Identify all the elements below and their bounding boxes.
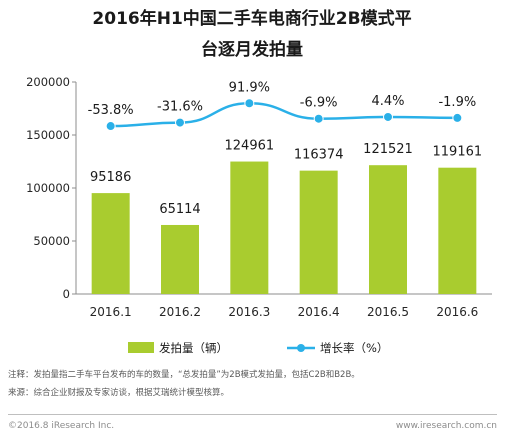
- growth-rate-line: [110, 102, 458, 128]
- growth-rate-point: [452, 112, 463, 123]
- growth-rate-label: -53.8%: [88, 103, 134, 118]
- growth-rate-label: 91.9%: [229, 80, 270, 95]
- bar-value-label: 95186: [90, 170, 131, 185]
- bar-2016.4: [299, 170, 338, 294]
- bar-2016.2: [161, 224, 199, 294]
- x-tick-label: 2016.6: [436, 305, 478, 319]
- chart-title-line-2: 台逐月发拍量: [201, 39, 303, 60]
- bar-2016.1: [91, 193, 130, 294]
- x-tick-label: 2016.5: [367, 305, 409, 319]
- footer-divider: [8, 414, 497, 415]
- x-tick-label: 2016.2: [159, 305, 201, 319]
- x-tick-label: 2016.4: [298, 305, 340, 319]
- website-text: www.iresearch.com.cn: [395, 421, 497, 431]
- y-tick-label: 200000: [26, 75, 70, 89]
- y-tick-label: 100000: [26, 181, 70, 195]
- x-tick-label: 2016.3: [228, 305, 270, 319]
- growth-rate-point: [175, 117, 185, 128]
- chart-title-line-1: 2016年H1中国二手车电商行业2B模式平: [92, 8, 411, 29]
- bar-2016.5: [369, 165, 407, 294]
- note-line-2: 来源：综合企业财报及专家访谈，根据艾瑞统计模型核算。: [8, 388, 230, 398]
- bar-2016.3: [230, 161, 269, 294]
- y-tick-label: 0: [63, 287, 70, 301]
- copyright-text: ©2016.8 iResearch Inc.: [8, 421, 115, 431]
- bar-value-label: 121521: [363, 142, 413, 157]
- y-tick-label: 50000: [33, 234, 70, 248]
- bar-value-label: 65114: [159, 202, 200, 217]
- legend-line-label: 增长率（%）: [320, 341, 388, 355]
- growth-rate-label: -1.9%: [438, 95, 476, 110]
- bar-2016.6: [438, 167, 477, 294]
- x-tick-label: 2016.1: [90, 305, 132, 319]
- y-tick-label: 150000: [26, 128, 70, 142]
- legend-line-marker: [297, 344, 305, 352]
- growth-rate-label: -6.9%: [300, 96, 338, 111]
- growth-rate-point: [105, 121, 116, 132]
- bar-value-label: 119161: [433, 145, 483, 160]
- growth-rate-point: [244, 98, 255, 109]
- note-line-1: 注释：发拍量指二手车平台发布的车的数量，“总发拍量”为2B模式发拍量，包括C2B…: [8, 370, 360, 380]
- growth-rate-point: [383, 111, 393, 122]
- growth-rate-label: -31.6%: [157, 100, 203, 115]
- legend-bar-swatch: [128, 342, 154, 353]
- growth-rate-point: [313, 113, 324, 124]
- legend-bar-label: 发拍量（辆）: [159, 341, 228, 355]
- bar-value-label: 116374: [294, 148, 344, 163]
- bar-value-label: 124961: [225, 139, 275, 154]
- growth-rate-label: 4.4%: [371, 94, 404, 109]
